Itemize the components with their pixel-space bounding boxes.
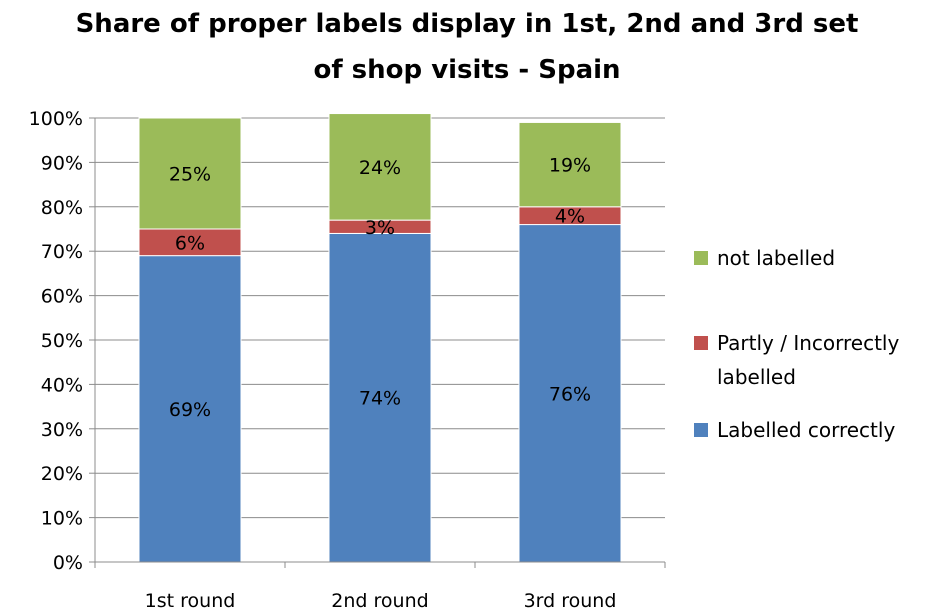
y-tick-label: 20% xyxy=(41,463,83,485)
chart-title-line: Share of proper labels display in 1st, 2… xyxy=(76,9,859,39)
legend: not labelled Partly / Incorrectly labelled… xyxy=(694,246,899,442)
chart-title: Share of proper labels display in 1st, 2… xyxy=(76,9,859,85)
bar-not-labelled xyxy=(328,113,432,221)
y-tick-label: 90% xyxy=(41,152,83,174)
x-category-label: 1st round xyxy=(145,590,236,612)
data-label: 69% xyxy=(169,399,211,421)
x-category-label: 3rd round xyxy=(524,590,617,612)
y-tick-label: 0% xyxy=(53,552,83,574)
legend-label: Partly / Incorrectly xyxy=(717,331,899,355)
legend-swatch xyxy=(694,336,708,350)
data-label: 24% xyxy=(359,157,401,179)
bars: 69% 6% 25% 74% 3% 24% 76% 4% 19% xyxy=(138,113,622,563)
data-label: 4% xyxy=(555,206,585,228)
legend-label: labelled xyxy=(717,365,796,389)
data-label: 25% xyxy=(169,164,211,186)
y-tick-label: 30% xyxy=(41,419,83,441)
legend-label: not labelled xyxy=(717,246,835,270)
y-tick-label: 50% xyxy=(41,330,83,352)
y-tick-label: 80% xyxy=(41,197,83,219)
data-label: 6% xyxy=(175,232,205,254)
data-label: 19% xyxy=(549,155,591,177)
y-tick-label: 10% xyxy=(41,508,83,530)
chart-title-line: of shop visits - Spain xyxy=(313,55,620,85)
y-tick-label: 100% xyxy=(29,108,83,130)
data-label: 74% xyxy=(359,388,401,410)
bar-not-labelled xyxy=(518,121,622,208)
data-label: 76% xyxy=(549,383,591,405)
legend-swatch xyxy=(694,423,708,437)
x-category-label: 2nd round xyxy=(331,590,428,612)
bar-labelled-correctly xyxy=(328,232,432,563)
y-tick-label: 40% xyxy=(41,374,83,396)
legend-label: Labelled correctly xyxy=(717,418,895,442)
y-tick-label: 60% xyxy=(41,286,83,308)
legend-swatch xyxy=(694,251,708,265)
bar-not-labelled xyxy=(138,117,242,230)
axes: 0% 10% 20% 30% 40% 50% 60% 70% 80% 90% 100% 1st rou… xyxy=(29,108,666,612)
data-label: 3% xyxy=(365,217,395,239)
y-tick-label: 70% xyxy=(41,241,83,263)
